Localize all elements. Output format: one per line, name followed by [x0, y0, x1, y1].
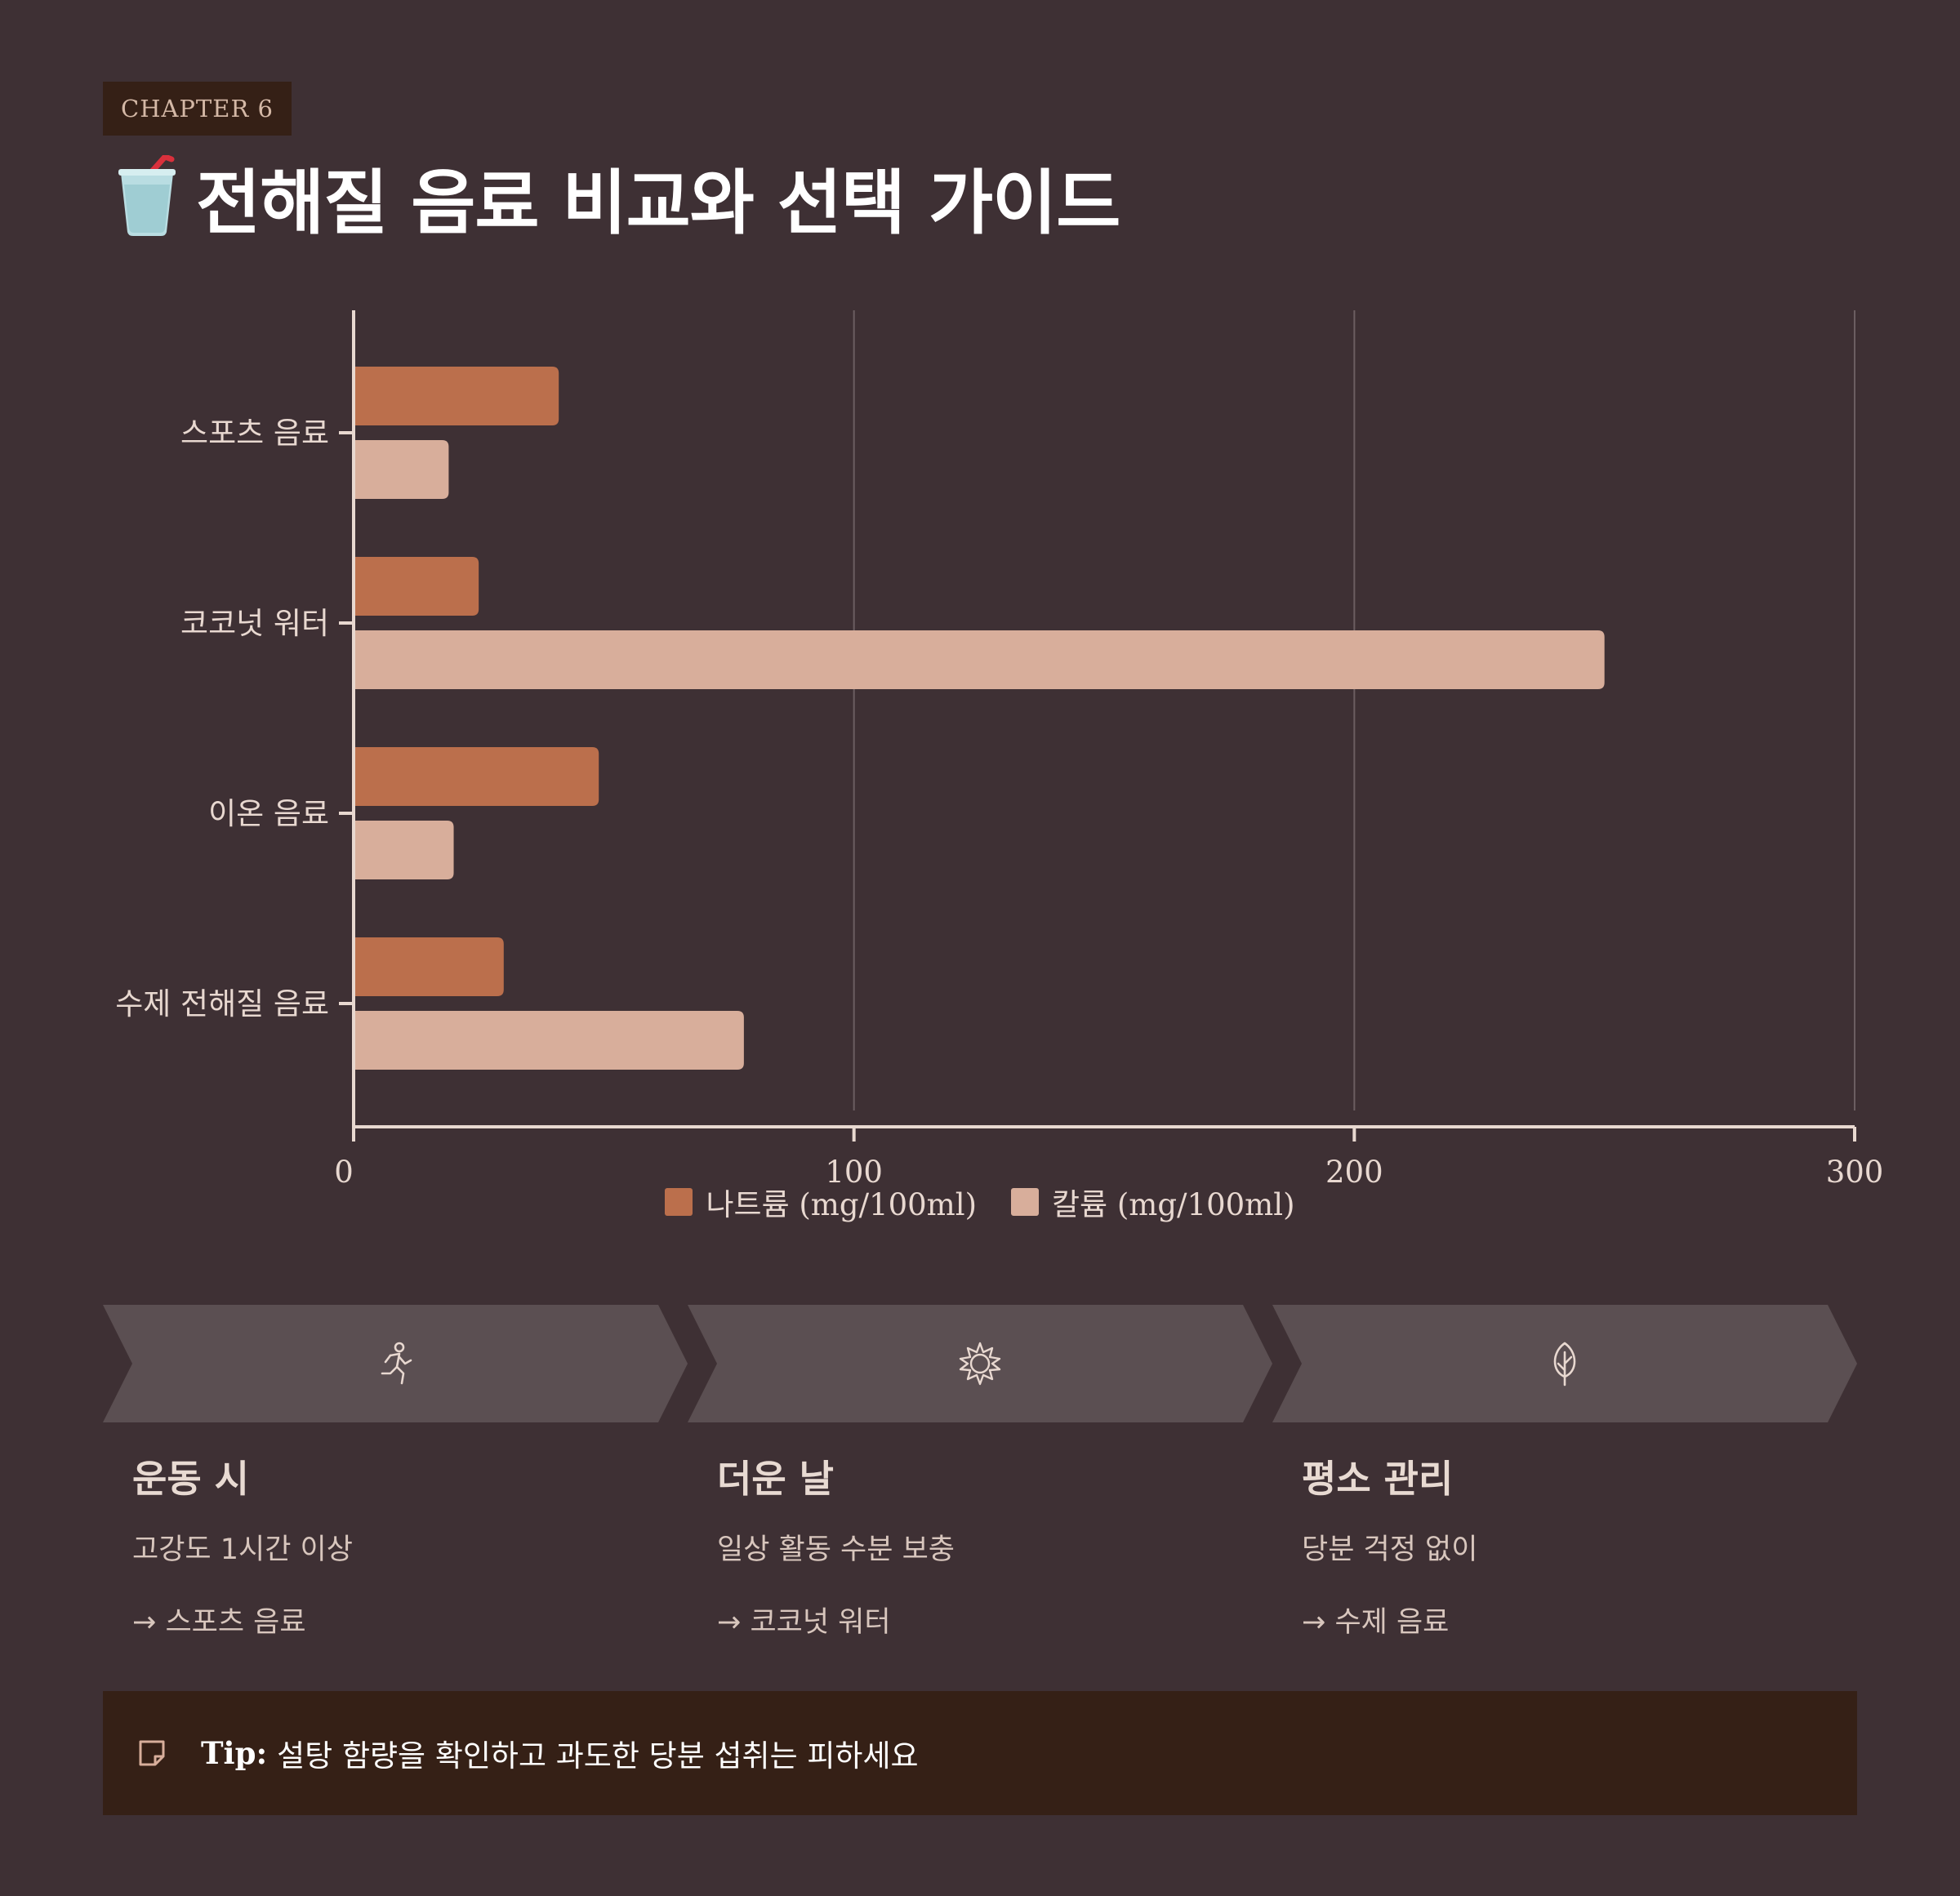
- bar-potassium: [354, 440, 449, 499]
- bar-sodium: [354, 937, 504, 996]
- bar-potassium: [354, 1011, 744, 1070]
- bar-sodium: [354, 367, 559, 425]
- sticky-note-icon: [139, 1740, 165, 1766]
- legend-swatch-sodium: [665, 1188, 693, 1216]
- step-desc: 당분 걱정 없이: [1302, 1533, 1478, 1566]
- legend-label-potassium: 칼륨 (mg/100ml): [1052, 1187, 1295, 1222]
- bar-sodium: [354, 747, 599, 806]
- bar-potassium: [354, 630, 1605, 689]
- step-desc: 고강도 1시간 이상: [132, 1533, 353, 1566]
- axes: [339, 310, 1856, 1142]
- x-tick-label: 300: [1826, 1155, 1884, 1190]
- step-chevron-daily: [1272, 1305, 1857, 1422]
- step-desc: 일상 활동 수분 보충: [717, 1533, 955, 1566]
- bar-potassium: [354, 821, 454, 879]
- tip-text: 설탕 함량을 확인하고 과도한 당분 섭취는 피하세요: [277, 1738, 919, 1774]
- legend-item-potassium: 칼륨 (mg/100ml): [1011, 1180, 1295, 1224]
- y-tick-label: 코코넛 워터: [180, 606, 329, 641]
- bar-sodium: [354, 557, 479, 616]
- legend-item-sodium: 나트륨 (mg/100ml): [665, 1180, 977, 1224]
- title-row: 전해질 음료 비교와 선택 가이드: [114, 151, 1120, 244]
- sun-icon: [959, 1342, 1001, 1386]
- chart-legend: 나트륨 (mg/100ml) 칼륨 (mg/100ml): [0, 1180, 1960, 1224]
- tip-box: Tip: 설탕 함량을 확인하고 과도한 당분 섭취는 피하세요: [103, 1691, 1857, 1815]
- cup-with-straw-icon: [118, 155, 176, 236]
- bars: [354, 367, 1605, 1070]
- step-title: 평소 관리: [1302, 1457, 1454, 1501]
- step-title: 더운 날: [717, 1457, 834, 1501]
- step-daily: 평소 관리 당분 걱정 없이 → 수제 음료: [1302, 1449, 1824, 1640]
- x-tick-label: 200: [1325, 1155, 1383, 1190]
- step-chevron-hot-day: [688, 1305, 1272, 1422]
- step-exercise: 운동 시 고강도 1시간 이상 → 스포츠 음료: [132, 1449, 655, 1640]
- legend-swatch-potassium: [1011, 1188, 1040, 1216]
- step-recommendation: → 코코넛 워터: [717, 1606, 891, 1639]
- step-hot-day: 더운 날 일상 활동 수분 보충 → 코코넛 워터: [717, 1449, 1240, 1640]
- tip-label: Tip:: [201, 1735, 268, 1771]
- x-tick-label: 0: [334, 1155, 354, 1190]
- running-person-icon: [381, 1342, 412, 1385]
- grid-lines: [853, 310, 1855, 1110]
- leaf-icon: [1553, 1342, 1576, 1386]
- y-tick-label: 스포츠 음료: [180, 416, 329, 451]
- y-tick-label: 수제 전해질 음료: [115, 986, 329, 1021]
- step-recommendation: → 스포츠 음료: [132, 1606, 306, 1639]
- step-title: 운동 시: [132, 1457, 249, 1501]
- step-recommendation: → 수제 음료: [1302, 1606, 1450, 1639]
- page-title: 전해질 음료 비교와 선택 가이드: [196, 162, 1120, 244]
- step-chevron-exercise: [103, 1305, 688, 1422]
- y-tick-label: 이온 음료: [208, 796, 329, 831]
- legend-label-sodium: 나트륨 (mg/100ml): [706, 1187, 978, 1222]
- scenario-steps: [103, 1305, 1857, 1422]
- x-tick-label: 100: [825, 1155, 883, 1190]
- chapter-badge: CHAPTER 6: [103, 82, 292, 136]
